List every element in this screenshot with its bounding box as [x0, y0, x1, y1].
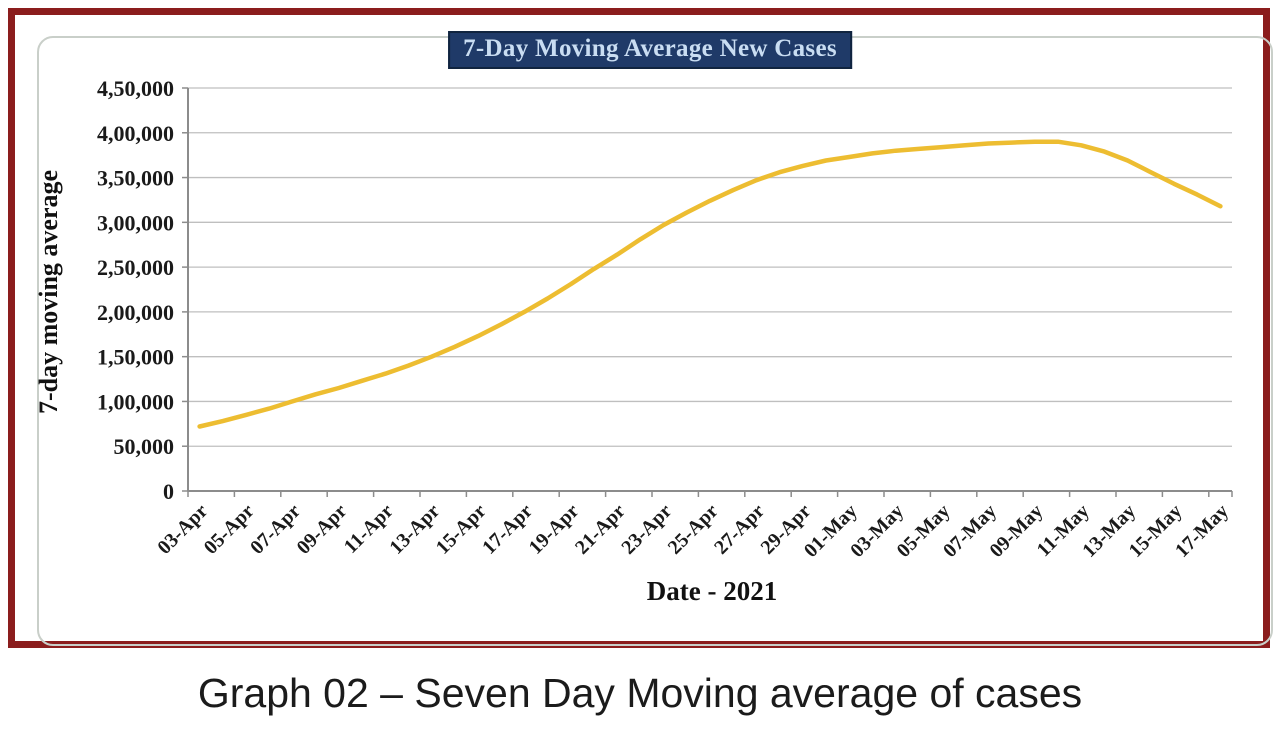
y-tick-label: 1,50,000 [97, 345, 174, 370]
axes [182, 87, 1233, 497]
y-tick-labels: 0 50,000 1,00,000 1,50,000 2,00,000 2,50,000 3… [97, 76, 174, 504]
y-tick-label: 0 [163, 479, 174, 504]
y-axis-title: 7-day moving average [34, 170, 63, 414]
x-tick-label: 11-Apr [340, 500, 398, 558]
chart-frame [8, 8, 1273, 648]
x-tick-label: 09-Apr [293, 500, 352, 559]
x-tick-label: 23-Apr [617, 500, 676, 559]
y-tick-label: 4,50,000 [97, 76, 174, 101]
x-tick-label: 09-May [985, 500, 1047, 562]
y-tick-label: 3,00,000 [97, 210, 174, 235]
y-tick-label: 3,50,000 [97, 166, 174, 191]
x-axis-title: Date - 2021 [647, 576, 777, 606]
x-tick-label: 15-Apr [432, 500, 491, 559]
x-tick-label: 03-Apr [153, 500, 212, 559]
y-tick-label: 2,00,000 [97, 300, 174, 325]
x-tick-label: 13-Apr [385, 500, 444, 559]
x-tick-label: 05-Apr [200, 500, 259, 559]
x-tick-label: 21-Apr [571, 500, 630, 559]
x-tick-label: 19-Apr [525, 500, 584, 559]
y-tick-label: 1,00,000 [97, 389, 174, 414]
chart-title: 7-Day Moving Average New Cases [448, 31, 852, 69]
x-tick-label: 27-Apr [710, 500, 769, 559]
x-tick-label: 25-Apr [664, 500, 723, 559]
y-tick-label: 4,00,000 [97, 121, 174, 146]
x-tick-label: 07-Apr [246, 500, 305, 559]
y-tick-label: 50,000 [114, 434, 175, 459]
x-tick-label: 17-Apr [478, 500, 537, 559]
figure-caption: Graph 02 – Seven Day Moving average of c… [197, 670, 1083, 716]
gridlines [188, 87, 1232, 447]
x-tick-label: 17-May [1171, 500, 1233, 562]
y-tick-label: 2,50,000 [97, 255, 174, 280]
series-line [197, 139, 1223, 429]
x-tick-labels: 03-Apr05-Apr07-Apr09-Apr11-Apr13-Apr15-A… [153, 500, 1233, 562]
